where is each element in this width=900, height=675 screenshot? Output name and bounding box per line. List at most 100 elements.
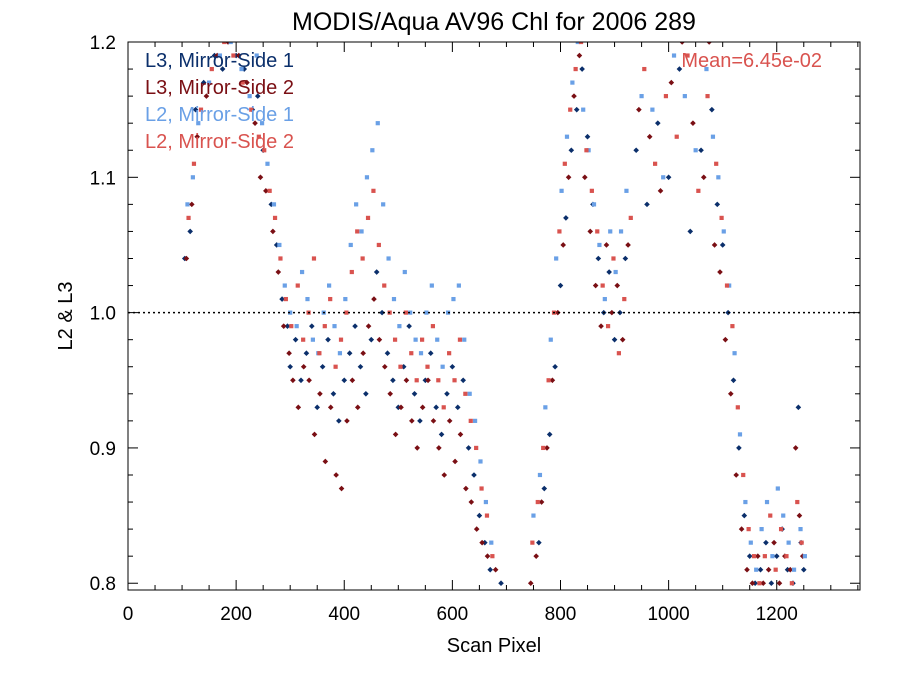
x-tick-label: 800 [545, 604, 577, 625]
data-point-series-2 [306, 377, 312, 384]
data-point-series-4 [663, 94, 669, 99]
data-point-series-3 [277, 242, 282, 248]
data-point-series-1 [611, 336, 618, 343]
data-point-series-1 [357, 363, 364, 370]
data-point-series-1 [476, 512, 483, 519]
data-point-series-2 [744, 566, 750, 573]
data-point-series-3 [370, 148, 375, 153]
data-point-series-1 [757, 566, 764, 573]
data-point-series-2 [333, 472, 339, 478]
data-point-series-1 [741, 512, 748, 519]
data-point-series-4 [231, 53, 236, 58]
data-point-series-2 [457, 431, 464, 438]
data-point-series-4 [398, 364, 403, 369]
data-point-series-1 [200, 79, 207, 86]
data-point-series-3 [737, 432, 743, 437]
data-point-series-2 [479, 539, 485, 546]
data-point-series-3 [759, 527, 764, 532]
data-point-series-4 [403, 310, 408, 315]
mean-annotation: Mean=6.45e-02 [681, 50, 822, 72]
data-point-series-3 [206, 80, 212, 85]
legend-entry: L2, Mirror-Side 1 [145, 104, 294, 126]
data-point-series-1 [746, 553, 753, 559]
data-point-series-2 [717, 269, 723, 275]
data-point-series-3 [748, 540, 753, 545]
data-point-series-2 [194, 133, 200, 140]
data-point-series-2 [582, 174, 588, 181]
data-point-series-4 [484, 513, 490, 518]
legend: L3, Mirror-Side 1 L3, Mirror-Side 2 L2, Mi… [145, 50, 294, 153]
data-point-series-2 [257, 174, 264, 181]
data-point-series-2 [609, 309, 615, 316]
data-point-series-1 [573, 106, 580, 113]
data-point-series-2 [690, 120, 696, 126]
data-point-series-3 [786, 540, 791, 545]
y-axis: 0.8 0.9 1.0 1.1 1.2 [90, 33, 860, 595]
data-point-series-3 [764, 499, 770, 505]
data-point-series-3 [408, 310, 413, 315]
data-point-series-1 [579, 66, 585, 72]
data-point-series-1 [719, 242, 726, 248]
data-point-series-3 [639, 94, 644, 99]
data-point-series-1 [433, 404, 439, 411]
data-point-series-3 [721, 229, 726, 234]
data-point-series-3 [451, 296, 456, 302]
y-tick-label: 0.8 [90, 574, 116, 595]
data-point-series-2 [796, 512, 803, 519]
data-point-series-3 [440, 364, 445, 369]
data-point-series-3 [228, 42, 233, 45]
data-point-series-2 [419, 404, 426, 411]
data-point-series-2 [749, 580, 756, 587]
data-point-series-1 [714, 201, 721, 208]
data-point-series-3 [364, 175, 370, 180]
data-point-series-3 [462, 337, 467, 342]
data-point-series-3 [305, 296, 310, 302]
data-point-series-2 [771, 539, 777, 546]
data-point-series-4 [757, 581, 762, 586]
data-point-series-4 [724, 283, 730, 288]
data-point-series-2 [614, 282, 621, 289]
data-point-series-3 [381, 202, 386, 207]
data-point-series-4 [249, 107, 254, 112]
data-point-series-2 [603, 242, 610, 248]
data-point-series-1 [400, 363, 407, 370]
data-point-series-2 [657, 188, 664, 194]
data-point-series-1 [325, 336, 331, 343]
data-point-series-2 [376, 336, 383, 343]
data-point-series-2 [244, 79, 250, 86]
data-point-series-3 [332, 324, 337, 329]
data-point-series-2 [755, 553, 761, 559]
data-point-series-4 [628, 215, 633, 221]
data-point-series-3 [343, 296, 348, 302]
data-point-series-1 [465, 445, 472, 451]
data-point-series-3 [608, 229, 613, 234]
data-point-series-2 [252, 120, 258, 126]
data-point-series-1 [330, 391, 337, 397]
data-point-series-4 [568, 107, 573, 112]
data-point-series-2 [398, 404, 404, 411]
data-point-series-4 [222, 42, 227, 45]
data-point-series-2 [183, 255, 190, 262]
data-point-series-3 [288, 310, 293, 315]
data-point-series-3 [770, 554, 775, 559]
data-point-series-3 [397, 324, 402, 329]
data-point-series-2 [409, 418, 415, 424]
data-point-series-2 [441, 472, 448, 478]
data-point-series-2 [327, 404, 334, 411]
x-tick-label: 1200 [756, 604, 798, 625]
data-point-series-3 [271, 202, 277, 207]
data-point-series-4 [436, 378, 441, 383]
data-point-series-4 [267, 188, 272, 193]
data-point-series-3 [791, 567, 797, 572]
x-tick-label: 1000 [647, 604, 689, 625]
data-point-series-4 [209, 66, 214, 72]
data-point-series-3 [537, 472, 543, 478]
data-point-series-1 [241, 66, 248, 72]
data-point-series-4 [452, 378, 457, 383]
data-point-series-3 [282, 283, 287, 288]
data-point-series-4 [600, 283, 605, 288]
data-point-series-1 [795, 404, 802, 411]
data-point-series-4 [573, 66, 578, 72]
data-point-series-3 [348, 242, 353, 248]
data-point-series-3 [196, 121, 201, 126]
